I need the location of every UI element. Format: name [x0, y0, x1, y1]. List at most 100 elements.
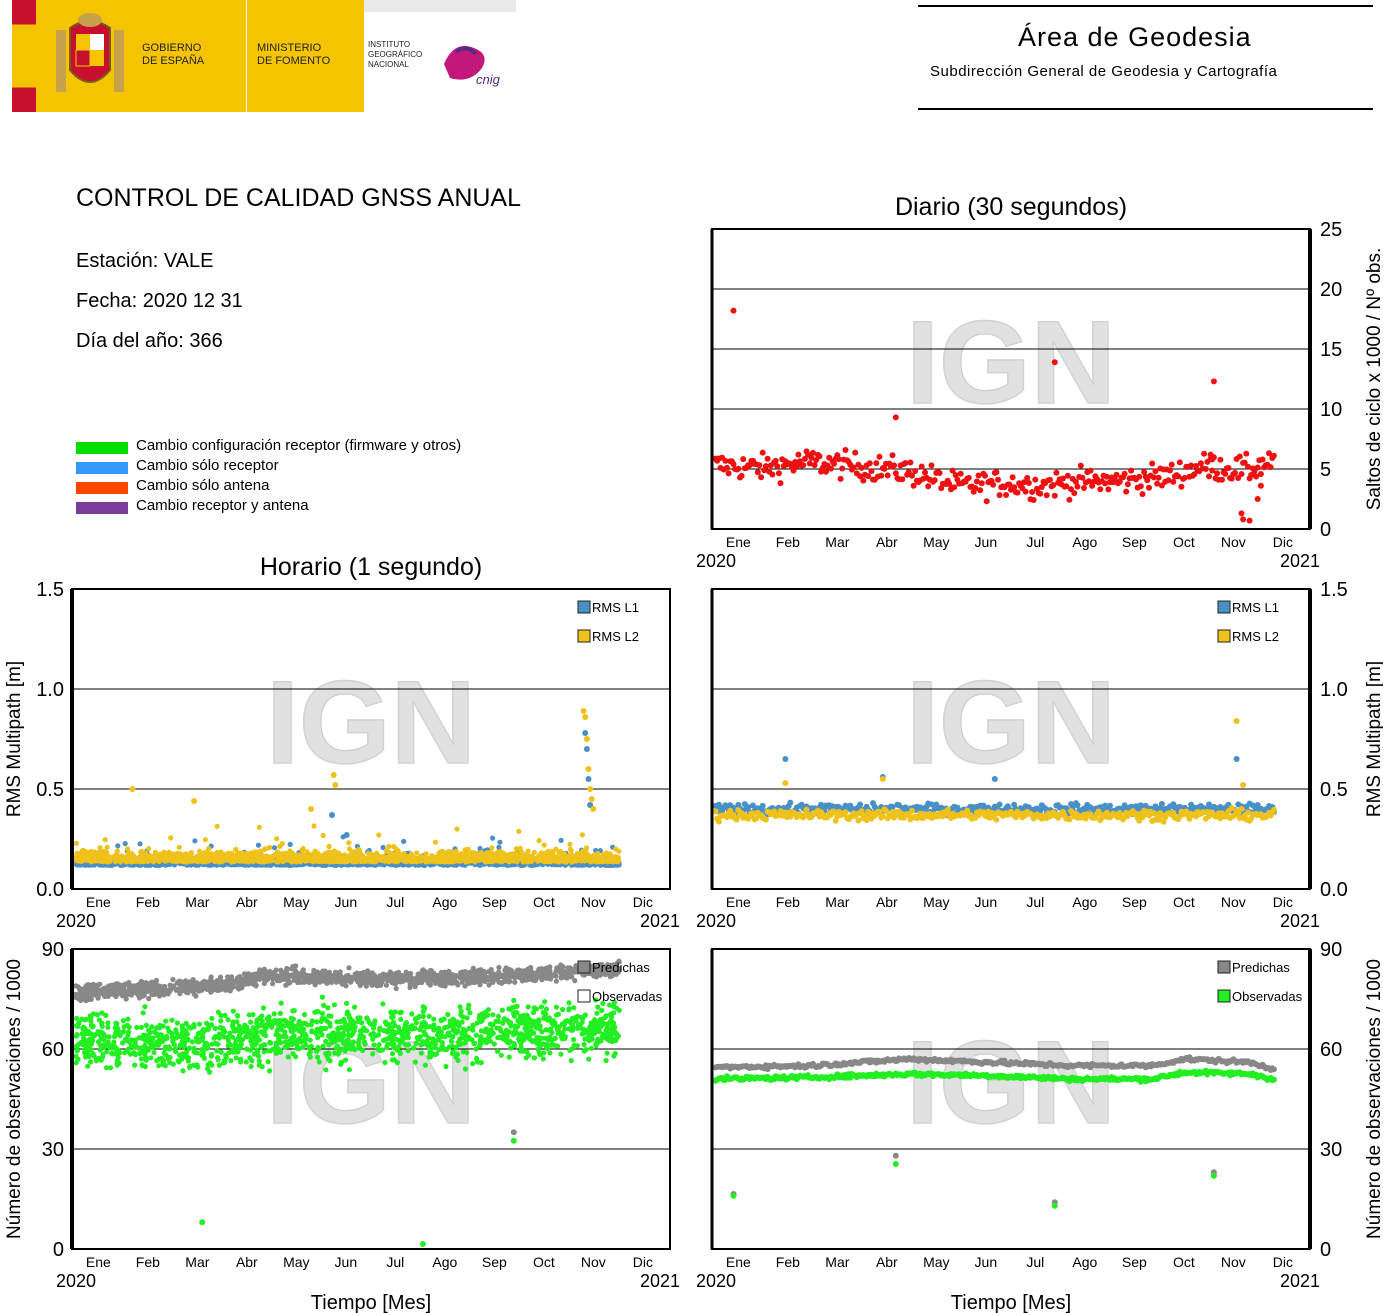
- data-point: [476, 856, 482, 862]
- data-point: [129, 856, 135, 862]
- data-point: [177, 851, 183, 857]
- data-point: [1123, 488, 1130, 495]
- data-point: [1178, 483, 1185, 490]
- legend-swatch-config: [76, 442, 128, 454]
- data-point: [489, 845, 495, 851]
- legend-swatch-receiver-antenna: [76, 502, 128, 514]
- data-point: [104, 844, 110, 850]
- x-tick-label: Oct: [533, 894, 555, 910]
- data-point: [376, 832, 382, 838]
- data-point: [857, 473, 864, 480]
- coat-of-arms-icon: [56, 13, 124, 92]
- data-point: [346, 965, 352, 971]
- data-point: [1121, 470, 1128, 477]
- data-point: [772, 457, 779, 464]
- data-point: [1107, 802, 1113, 809]
- data-point: [1074, 483, 1081, 490]
- x-tick-label: Feb: [136, 894, 160, 910]
- data-point-outlier: [782, 780, 789, 786]
- data-point: [1270, 806, 1277, 813]
- data-point: [605, 859, 611, 865]
- data-point: [454, 826, 460, 832]
- x-tick-label: Ene: [726, 534, 751, 550]
- data-point: [210, 857, 216, 863]
- data-point: [616, 848, 622, 854]
- data-point: [1150, 474, 1157, 481]
- data-point: [386, 843, 392, 850]
- min-line1: MINISTERIO: [257, 42, 322, 54]
- data-point: [745, 804, 752, 811]
- data-point: [593, 858, 599, 865]
- x-tick-label: Dic: [633, 894, 653, 910]
- data-point: [383, 848, 389, 854]
- data-point: [730, 461, 737, 468]
- data-point: [443, 850, 449, 856]
- data-point: [952, 472, 959, 479]
- series-points: [712, 307, 1277, 524]
- data-point: [490, 858, 496, 864]
- data-point: [556, 850, 562, 856]
- data-point: [432, 839, 439, 845]
- data-point: [1243, 450, 1250, 457]
- data-point: [571, 855, 577, 862]
- data-point: [541, 842, 547, 848]
- data-point: [912, 468, 919, 474]
- data-point: [816, 453, 823, 460]
- plot-area: [712, 307, 1277, 524]
- data-point-outlier: [583, 746, 590, 752]
- data-point: [1003, 492, 1010, 498]
- data-point: [391, 843, 397, 850]
- data-point: [1170, 478, 1177, 485]
- data-point: [996, 492, 1003, 499]
- data-point: [327, 855, 333, 861]
- data-point: [543, 852, 550, 858]
- y-tick-label: 60: [42, 1039, 64, 1061]
- data-point: [725, 470, 732, 477]
- data-point: [837, 475, 844, 482]
- data-point: [1063, 483, 1070, 490]
- y-tick-label: 1.5: [1320, 579, 1348, 601]
- data-point: [214, 823, 220, 829]
- data-point: [450, 859, 456, 865]
- data-point: [518, 851, 524, 858]
- data-point: [611, 854, 617, 860]
- data-point: [756, 462, 763, 469]
- data-point: [823, 468, 829, 475]
- data-point: [1139, 491, 1146, 498]
- data-point: [850, 464, 857, 471]
- data-point: [1245, 463, 1251, 470]
- x-tick-label: Abr: [876, 894, 898, 910]
- data-point: [536, 838, 542, 844]
- y-tick-label: 5: [1320, 459, 1331, 481]
- data-point: [750, 802, 756, 809]
- y-tick-label: 90: [42, 939, 64, 961]
- data-point: [517, 845, 523, 852]
- data-point: [1113, 471, 1120, 478]
- data-point-outlier: [1233, 718, 1240, 724]
- ign-line3: NACIONAL: [368, 60, 409, 69]
- x-tick-label: Oct: [1173, 534, 1195, 550]
- x-tick-label: May: [923, 894, 949, 910]
- data-point: [931, 477, 938, 484]
- doy-label: Día del año: 366: [76, 330, 223, 352]
- ign-watermark: IGN: [906, 297, 1116, 429]
- data-point: [341, 859, 347, 865]
- data-point: [438, 859, 444, 865]
- chart-title: Diario (30 segundos): [895, 193, 1127, 221]
- x-tick-label: Dic: [1273, 894, 1293, 910]
- x-tick-label: Feb: [776, 534, 800, 550]
- data-point: [857, 801, 864, 808]
- data-point: [100, 858, 106, 865]
- x-tick-label: Abr: [876, 534, 898, 550]
- data-point: [1006, 481, 1013, 488]
- data-point: [267, 844, 273, 851]
- min-line2: DE FOMENTO: [257, 55, 331, 67]
- data-point: [273, 967, 279, 973]
- y-axis-title: RMS Multipath [m]: [4, 661, 25, 817]
- data-point: [806, 460, 813, 467]
- data-point: [735, 465, 742, 472]
- data-point: [1025, 480, 1032, 486]
- data-point-outlier: [330, 772, 337, 778]
